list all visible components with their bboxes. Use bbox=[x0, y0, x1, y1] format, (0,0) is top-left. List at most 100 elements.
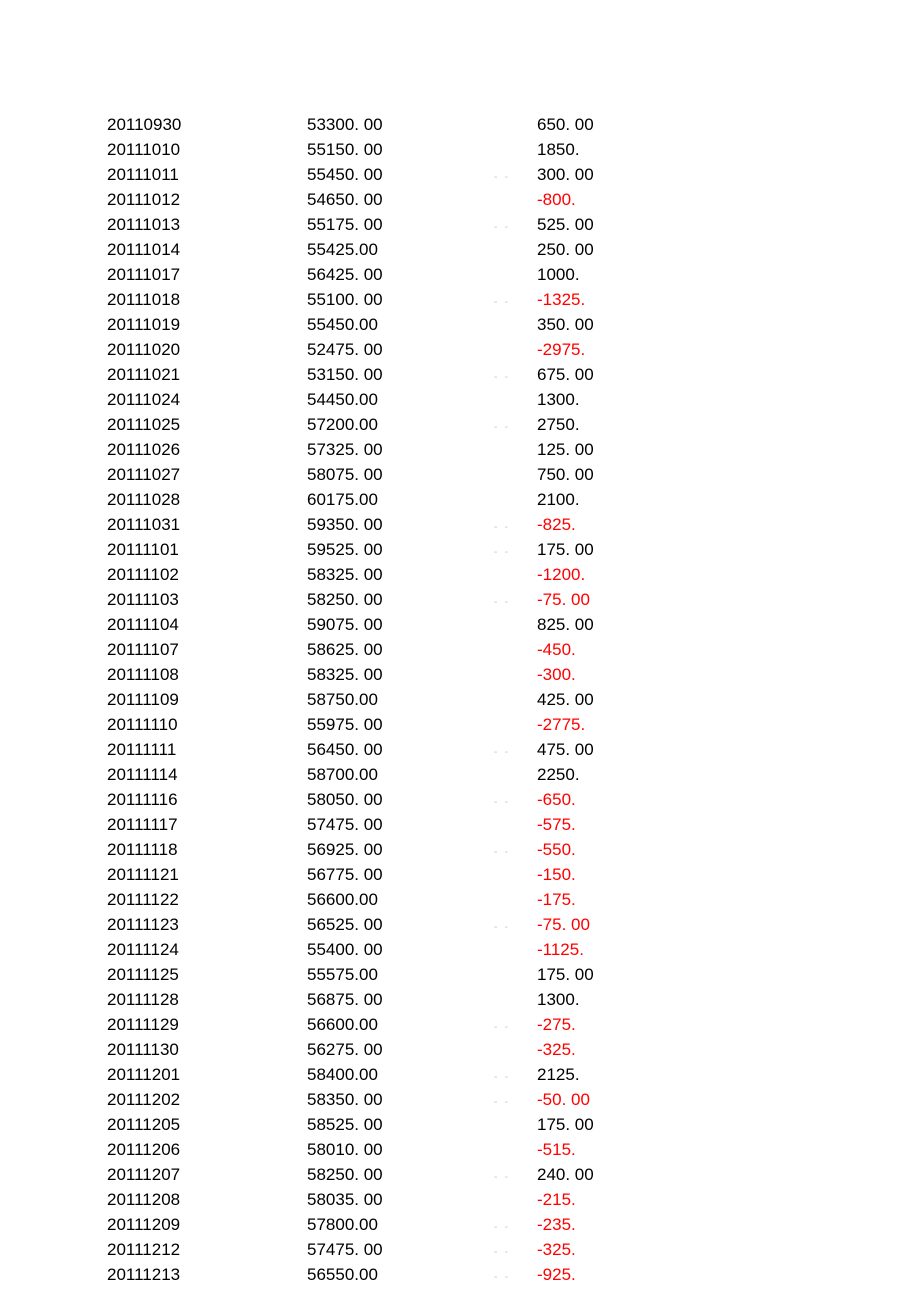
value-cell: 54650. 00 bbox=[257, 190, 467, 210]
value-cell: 53300. 00 bbox=[257, 115, 467, 135]
table-row: 2011120158400.00- -2125. bbox=[0, 1065, 920, 1090]
date-cell: 20111124 bbox=[0, 940, 257, 960]
delta-cell: -550. bbox=[537, 840, 657, 860]
separator-cell: - - bbox=[467, 1221, 537, 1233]
date-cell: 20111125 bbox=[0, 965, 257, 985]
table-row: 2011110858325. 00-300. bbox=[0, 665, 920, 690]
table-row: 2011110758625. 00-450. bbox=[0, 640, 920, 665]
date-cell: 20111025 bbox=[0, 415, 257, 435]
table-row: 2011110958750.00425. 00 bbox=[0, 690, 920, 715]
delta-cell: 525. 00 bbox=[537, 215, 657, 235]
table-row: 2011111757475. 00 -575. bbox=[0, 815, 920, 840]
value-cell: 58325. 00 bbox=[257, 665, 467, 685]
table-row: 2011112956600.00- --275. bbox=[0, 1015, 920, 1040]
table-row: 2011120758250. 00- -240. 00 bbox=[0, 1165, 920, 1190]
date-cell: 20111121 bbox=[0, 865, 257, 885]
separator-cell: - - bbox=[467, 296, 537, 308]
delta-cell: -800. bbox=[537, 190, 657, 210]
delta-cell: 2750. bbox=[537, 415, 657, 435]
value-cell: 57475. 00 bbox=[257, 815, 467, 835]
value-cell: 56925. 00 bbox=[257, 840, 467, 860]
date-cell: 20110930 bbox=[0, 115, 257, 135]
value-cell: 55975. 00 bbox=[257, 715, 467, 735]
separator-cell: - - bbox=[467, 521, 537, 533]
separator-cell: - - bbox=[467, 421, 537, 433]
delta-cell: 175. 00 bbox=[537, 540, 657, 560]
delta-cell: -650. bbox=[537, 790, 657, 810]
delta-cell: 1300. bbox=[537, 990, 657, 1010]
value-cell: 52475. 00 bbox=[257, 340, 467, 360]
date-cell: 20111014 bbox=[0, 240, 257, 260]
value-cell: 57475. 00 bbox=[257, 1240, 467, 1260]
separator-cell: - - bbox=[467, 546, 537, 558]
delta-cell: -300. bbox=[537, 665, 657, 685]
delta-cell: -175. bbox=[537, 890, 657, 910]
date-cell: 20111128 bbox=[0, 990, 257, 1010]
table-row: 2011120858035. 00-215. bbox=[0, 1190, 920, 1215]
delta-cell: 350. 00 bbox=[537, 315, 657, 335]
delta-cell: 425. 00 bbox=[537, 690, 657, 710]
date-cell: 20111102 bbox=[0, 565, 257, 585]
delta-cell: 125. 00 bbox=[537, 440, 657, 460]
table-row: 2011120558525. 00175. 00 bbox=[0, 1115, 920, 1140]
delta-cell: -275. bbox=[537, 1015, 657, 1035]
table-row: 2011101055150. 001850. bbox=[0, 140, 920, 165]
date-cell: 20111017 bbox=[0, 265, 257, 285]
separator-cell: - - bbox=[467, 1021, 537, 1033]
delta-cell: -515. bbox=[537, 1140, 657, 1160]
value-cell: 58625. 00 bbox=[257, 640, 467, 660]
table-row: 2011111856925. 00- --550. bbox=[0, 840, 920, 865]
table-row: 2011102557200.00- -2750. bbox=[0, 415, 920, 440]
table-row: 2011112555575.00175. 00 bbox=[0, 965, 920, 990]
delta-cell: -575. bbox=[537, 815, 657, 835]
table-row: 2011112356525. 00- --75. 00 bbox=[0, 915, 920, 940]
value-cell: 60175.00 bbox=[257, 490, 467, 510]
date-cell: 20111110 bbox=[0, 715, 257, 735]
date-cell: 20111118 bbox=[0, 840, 257, 860]
table-row: 2011110258325. 00 -1200. bbox=[0, 565, 920, 590]
date-cell: 20111020 bbox=[0, 340, 257, 360]
date-cell: 20111206 bbox=[0, 1140, 257, 1160]
delta-cell: -1325. bbox=[537, 290, 657, 310]
table-row: 2011113056275. 00-325. bbox=[0, 1040, 920, 1065]
date-cell: 20111208 bbox=[0, 1190, 257, 1210]
table-row: 2011102860175.002100. bbox=[0, 490, 920, 515]
separator-cell: - - bbox=[467, 921, 537, 933]
delta-cell: 250. 00 bbox=[537, 240, 657, 260]
separator-cell: - - bbox=[467, 221, 537, 233]
date-cell: 20111122 bbox=[0, 890, 257, 910]
value-cell: 55450.00 bbox=[257, 315, 467, 335]
delta-cell: -1200. bbox=[537, 565, 657, 585]
value-cell: 53150. 00 bbox=[257, 365, 467, 385]
value-cell: 56525. 00 bbox=[257, 915, 467, 935]
table-row: 2011110159525. 00- -175. 00 bbox=[0, 540, 920, 565]
delta-cell: -75. 00 bbox=[537, 915, 657, 935]
value-cell: 57800.00 bbox=[257, 1215, 467, 1235]
value-cell: 55575.00 bbox=[257, 965, 467, 985]
date-cell: 20111021 bbox=[0, 365, 257, 385]
value-cell: 58350. 00 bbox=[257, 1090, 467, 1110]
delta-cell: 1000. bbox=[537, 265, 657, 285]
data-table: 2011093053300. 00650. 002011101055150. 0… bbox=[0, 0, 920, 1290]
value-cell: 58750.00 bbox=[257, 690, 467, 710]
date-cell: 20111123 bbox=[0, 915, 257, 935]
delta-cell: -150. bbox=[537, 865, 657, 885]
value-cell: 57325. 00 bbox=[257, 440, 467, 460]
separator-cell: - - bbox=[467, 746, 537, 758]
delta-cell: 240. 00 bbox=[537, 1165, 657, 1185]
date-cell: 20111117 bbox=[0, 815, 257, 835]
delta-cell: 1850. bbox=[537, 140, 657, 160]
date-cell: 20111213 bbox=[0, 1265, 257, 1285]
separator-cell: - - bbox=[467, 1171, 537, 1183]
date-cell: 20111026 bbox=[0, 440, 257, 460]
value-cell: 58325. 00 bbox=[257, 565, 467, 585]
table-row: 2011120957800.00- --235. bbox=[0, 1215, 920, 1240]
delta-cell: 2250. bbox=[537, 765, 657, 785]
separator-cell: - - bbox=[467, 371, 537, 383]
separator-cell: - - bbox=[467, 1271, 537, 1283]
date-cell: 20111103 bbox=[0, 590, 257, 610]
value-cell: 58525. 00 bbox=[257, 1115, 467, 1135]
delta-cell: -2975. bbox=[537, 340, 657, 360]
table-row: 2011120258350. 00- --50. 00 bbox=[0, 1090, 920, 1115]
table-row: 2011101355175. 00- -525. 00 bbox=[0, 215, 920, 240]
